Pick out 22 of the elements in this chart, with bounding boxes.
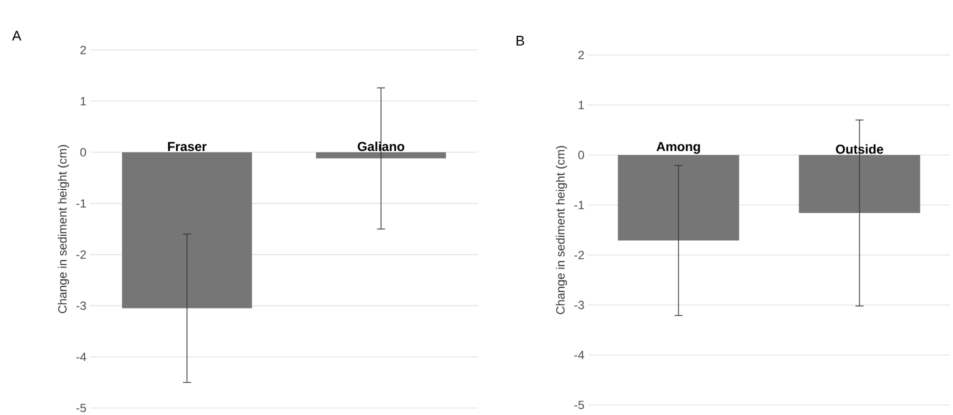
y-tick-label: 0 [80, 148, 86, 156]
chart-title: A [12, 30, 22, 40]
y-axis-title: Change in sediment height (cm) [58, 144, 70, 313]
y-tick-label: -1 [76, 199, 86, 208]
y-tick-label: 0 [578, 150, 584, 159]
y-tick-label: -2 [76, 250, 86, 259]
y-tick-label: -1 [574, 200, 584, 209]
chart-title: B [516, 36, 524, 46]
y-tick-label: -2 [574, 250, 584, 259]
y-tick-label: 2 [80, 46, 86, 54]
y-tick-label: -4 [76, 352, 86, 361]
y-tick-label: 1 [578, 100, 584, 109]
y-tick-label: 2 [578, 50, 584, 59]
x-tick-label: Among [656, 142, 700, 154]
y-tick-label: 1 [80, 96, 86, 106]
y-axis-title: Change in sediment height (cm) [556, 146, 568, 314]
y-tick-label: -3 [574, 300, 584, 309]
y-tick-label: -4 [574, 350, 584, 359]
y-tick-label: -3 [76, 301, 86, 310]
y-tick-label: -5 [574, 400, 584, 409]
y-tick-label: -5 [76, 404, 86, 412]
x-tick-label: Fraser [168, 142, 207, 151]
